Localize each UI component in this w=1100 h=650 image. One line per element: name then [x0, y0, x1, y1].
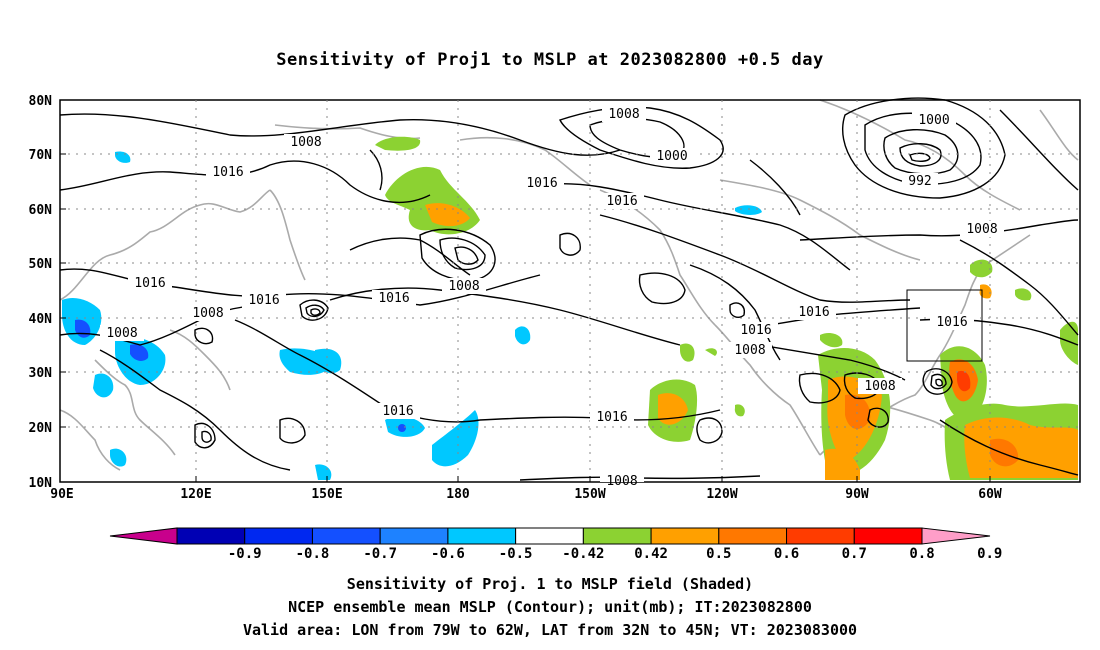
- contour-label: 1008: [966, 222, 997, 237]
- lat-label: 10N: [29, 476, 53, 491]
- contour-label: 1016: [378, 291, 409, 306]
- lon-label: 150W: [574, 487, 605, 502]
- colorbar-box: [515, 527, 584, 545]
- colorbar-label: 0.6: [774, 546, 799, 562]
- valid-area-box: [906, 289, 983, 362]
- colorbar-label: -0.8: [296, 546, 330, 562]
- lon-label: 90E: [50, 487, 73, 502]
- colorbar-labels: -0.9 -0.8 -0.7 -0.6 -0.5 -0.42 0.42 0.5 0.6 0.7 0.…: [228, 546, 1003, 562]
- colorbar-boxes: [176, 527, 923, 545]
- contour-label: 1016: [212, 165, 243, 180]
- contour-label: 1008: [290, 135, 321, 150]
- colorbar-label: 0.42: [634, 546, 668, 562]
- contour-label: 1008: [734, 343, 765, 358]
- lon-label: 120E: [180, 487, 211, 502]
- contour-label: 1000: [656, 149, 687, 164]
- colorbar-box: [718, 527, 788, 545]
- coastlines: [59, 99, 1079, 471]
- lat-label: 30N: [29, 366, 53, 381]
- contour-label: 1016: [526, 176, 557, 191]
- colorbar-label: -0.5: [499, 546, 533, 562]
- footer-line-2: NCEP ensemble mean MSLP (Contour); unit(…: [288, 598, 812, 616]
- contour-label: 1000: [918, 113, 949, 128]
- colorbar-box: [447, 527, 517, 545]
- lon-label: 90W: [845, 487, 869, 502]
- footer-line-3: Valid area: LON from 79W to 62W, LAT fro…: [242, 621, 858, 639]
- lon-label: 180: [446, 487, 470, 502]
- colorbar-box: [311, 527, 381, 545]
- colorbar-label: -0.7: [363, 546, 397, 562]
- lon-label: 60W: [978, 487, 1002, 502]
- contour-label: 1016: [740, 323, 771, 338]
- colorbar-label: -0.9: [228, 546, 262, 562]
- colorbar-box: [379, 527, 449, 545]
- mslp-contours: [59, 97, 1079, 481]
- graticule: [60, 100, 1080, 482]
- contour-label: 1016: [134, 276, 165, 291]
- colorbar-label: -0.6: [431, 546, 465, 562]
- contour-label: 1016: [382, 404, 413, 419]
- lon-label: 150E: [311, 487, 342, 502]
- contour-label: 992: [908, 174, 931, 189]
- lat-label: 70N: [29, 148, 53, 163]
- latitude-labels: 80N 70N 60N 50N 40N 30N 20N 10N: [29, 94, 53, 491]
- contour-label: 1016: [606, 194, 637, 209]
- colorbar-box: [853, 527, 923, 545]
- contour-labels: 1008 1016 1016 1008 1016 1008 1008 1016 …: [100, 106, 1004, 489]
- contour-label: 1008: [448, 279, 479, 294]
- colorbar-label: 0.8: [909, 546, 934, 562]
- footer-line-1: Sensitivity of Proj. 1 to MSLP field (Sh…: [346, 575, 754, 593]
- colorbar-box: [650, 527, 720, 545]
- colorbar-left-arrow: [109, 527, 178, 545]
- colorbar-label: 0.9: [977, 546, 1002, 562]
- axis-ticks: [60, 153, 991, 482]
- colorbar-box: [786, 527, 855, 545]
- contour-label: 1008: [864, 379, 895, 394]
- contour-label: 1016: [248, 293, 279, 308]
- plot-frame: [59, 99, 1081, 483]
- lat-label: 60N: [29, 203, 53, 218]
- contour-label: 1008: [606, 474, 637, 489]
- contour-label: 1008: [608, 107, 639, 122]
- colorbar-right-arrow: [921, 527, 991, 545]
- colorbar-label: 0.5: [706, 546, 731, 562]
- lon-label: 120W: [706, 487, 737, 502]
- colorbar: -0.9 -0.8 -0.7 -0.6 -0.5 -0.42 0.42 0.5 0.6 0.7 0.…: [109, 527, 1003, 562]
- lat-label: 50N: [29, 257, 53, 272]
- colorbar-label: -0.42: [562, 546, 604, 562]
- lat-label: 20N: [29, 421, 53, 436]
- contour-label: 1008: [106, 326, 137, 341]
- contour-label: 1008: [192, 306, 223, 321]
- lat-label: 40N: [29, 312, 53, 327]
- colorbar-box: [176, 527, 246, 545]
- colorbar-label: 0.7: [842, 546, 867, 562]
- colorbar-box: [582, 527, 652, 545]
- lat-label: 80N: [29, 94, 53, 109]
- longitude-labels: 90E 120E 150E 180 150W 120W 90W 60W: [50, 487, 1002, 502]
- colorbar-box: [244, 527, 313, 545]
- map-title: Sensitivity of Proj1 to MSLP at 20230828…: [276, 50, 824, 70]
- contour-label: 1016: [936, 315, 967, 330]
- contour-label: 1016: [798, 305, 829, 320]
- contour-label: 1016: [596, 410, 627, 425]
